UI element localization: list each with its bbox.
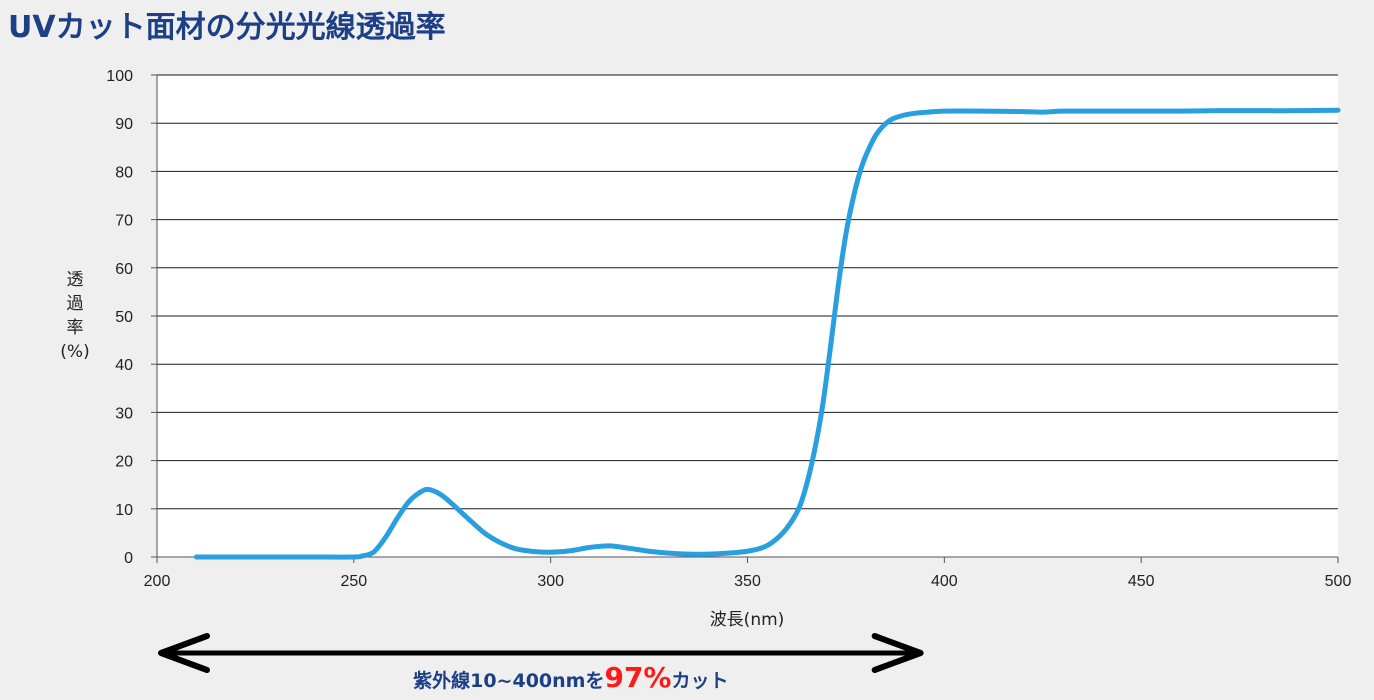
range-annotation: 紫外線10~400nmを97%カット	[158, 633, 924, 694]
chart-title: UVカット面材の分光光線透過率	[8, 10, 446, 45]
range-caption-text: 紫外線10~400nmを	[413, 669, 604, 692]
y-tick-label: 20	[115, 454, 133, 471]
x-tick-label: 300	[537, 573, 564, 590]
series	[193, 107, 1341, 560]
range-caption-suffix: カット	[672, 670, 729, 692]
x-tick-label: 400	[931, 573, 958, 590]
x-ticks: 200 250 300 350 400 450 500	[144, 557, 1352, 590]
y-tick-label: 10	[115, 502, 133, 519]
y-axis-title-char: 過	[67, 294, 84, 314]
y-tick-label: 60	[115, 261, 133, 278]
x-tick-label: 450	[1128, 573, 1155, 590]
x-tick-label: 200	[144, 573, 171, 590]
y-tick-label: 100	[106, 68, 133, 85]
range-caption: 紫外線10~400nmを97%カット	[413, 661, 728, 694]
y-axis-title-unit: (%)	[60, 342, 89, 362]
y-tick-label: 40	[115, 357, 133, 374]
y-axis-title: 透過率 (%)	[60, 270, 89, 362]
y-tick-label: 70	[115, 213, 133, 230]
x-axis-title: 波長(nm)	[710, 610, 785, 630]
y-ticks: 0 10 20 30 40 50 60 70 80 90 100	[106, 68, 157, 567]
y-tick-label: 0	[124, 550, 133, 567]
x-tick-label: 350	[734, 573, 761, 590]
range-arrow-right-head	[871, 633, 924, 673]
y-tick-label: 50	[115, 309, 133, 326]
y-axis-title-char: 率	[67, 318, 84, 338]
y-tick-label: 30	[115, 405, 133, 422]
y-axis-title-char: 透	[67, 270, 84, 290]
y-tick-label: 90	[115, 116, 133, 133]
range-caption-highlight: 97%	[604, 661, 671, 694]
x-tick-label: 500	[1325, 573, 1352, 590]
x-tick-label: 250	[340, 573, 367, 590]
y-tick-label: 80	[115, 164, 133, 181]
transmittance-line	[193, 107, 1341, 560]
range-arrow-left-head	[158, 633, 210, 673]
